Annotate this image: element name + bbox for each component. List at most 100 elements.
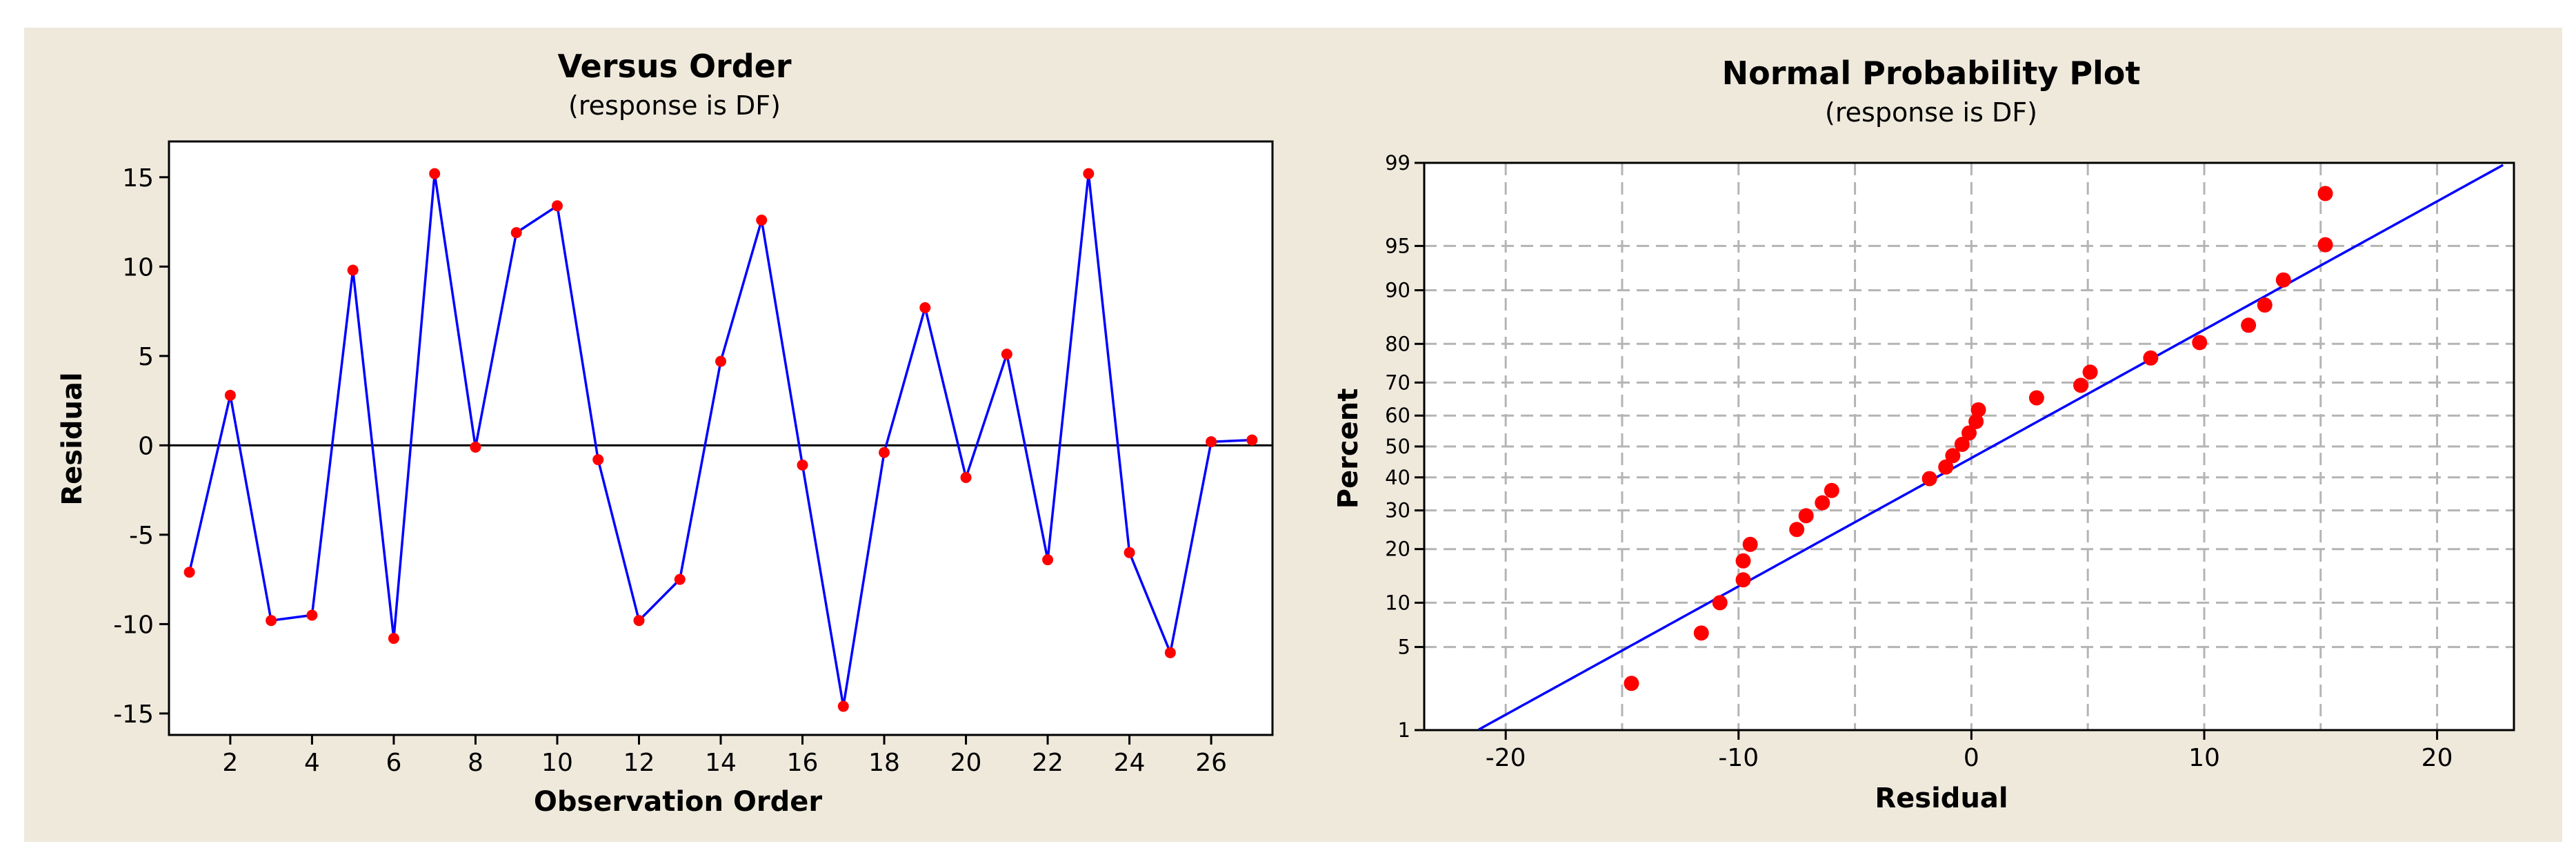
chart2-y-tick-label: 30: [1385, 499, 1410, 522]
chart1-residual-point: [183, 567, 195, 578]
chart1-y-tick-label: 5: [138, 343, 154, 371]
chart1-residual-point: [429, 168, 441, 179]
chart1-y-tick-label: -10: [113, 611, 154, 639]
chart1-residual-point: [1001, 348, 1012, 360]
chart2-data-point: [1968, 413, 1984, 429]
chart2-data-point: [1735, 553, 1751, 569]
chart2-data-point: [2082, 364, 2098, 380]
chart1-residual-point: [633, 615, 645, 627]
chart2-data-point: [1824, 482, 1839, 498]
chart2-y-tick-label: 70: [1385, 371, 1410, 394]
chart2-data-point: [2317, 186, 2333, 202]
chart2-y-tick-label: 10: [1385, 591, 1410, 614]
chart1-x-tick-label: 20: [950, 749, 982, 777]
chart1-xlabel: Observation Order: [534, 786, 823, 818]
chart2-data-point: [2317, 237, 2333, 253]
chart2-data-point: [1970, 402, 1986, 417]
chart1-residual-point: [347, 264, 359, 276]
chart1-residual-point: [470, 441, 481, 453]
chart2-y-tick-label: 95: [1385, 234, 1410, 257]
chart1-x-tick-label: 4: [304, 749, 320, 777]
chart1-y-tick-label: -15: [113, 700, 154, 729]
chart1-residual-point: [266, 615, 277, 627]
chart2-y-tick-label: 5: [1398, 636, 1410, 659]
chart1-residual-point: [674, 573, 686, 585]
chart1-x-tick-label: 8: [468, 749, 483, 777]
chart1-x-tick-label: 24: [1114, 749, 1146, 777]
chart2-y-tick-label: 50: [1385, 435, 1410, 458]
chart1-residual-point: [1042, 554, 1054, 566]
chart2-data-point: [1735, 572, 1751, 588]
chart2-x-tick-label: 10: [2188, 744, 2220, 772]
chart2-data-point: [1624, 676, 1639, 691]
normal-probability-chart: 1 5 10 20 30 40 50 60 70 80 90 95 99 -20 -10 0 10 20: [1385, 151, 2515, 772]
chart1-residual-point: [1246, 434, 1258, 446]
chart1-subtitle: (response is DF): [568, 90, 781, 121]
chart1-residual-point: [551, 200, 563, 212]
chart1-residual-point: [1083, 168, 1095, 179]
chart1-residual-point: [592, 454, 604, 466]
chart1-residual-point: [510, 227, 522, 239]
chart1-x-tick-label: 22: [1032, 749, 1064, 777]
chart2-y-tick-label: 60: [1385, 404, 1410, 427]
chart2-y-tick-label: 80: [1385, 332, 1410, 355]
chart1-x-tick-label: 12: [623, 749, 655, 777]
chart1-residual-point: [756, 214, 768, 226]
chart1-residual-point: [837, 700, 849, 712]
chart2-data-point: [2028, 390, 2044, 406]
chart2-data-point: [1961, 425, 1977, 441]
chart2-subtitle: (response is DF): [1825, 97, 2037, 128]
chart2-data-point: [1693, 625, 1709, 641]
chart2-x-tick-label: 20: [2422, 744, 2453, 772]
chart1-x-tick-label: 14: [705, 749, 737, 777]
chart1-plot-area: [168, 140, 1274, 736]
chart2-data-point: [2241, 317, 2257, 333]
chart1-x-tick-label: 10: [541, 749, 573, 777]
chart2-data-point: [1921, 471, 1937, 487]
chart2-title: Normal Probability Plot: [1722, 55, 2141, 92]
chart2-data-point: [1742, 536, 1758, 552]
chart1-x-tick-label: 2: [222, 749, 238, 777]
chart2-y-tick-label: 1: [1398, 718, 1410, 742]
chart2-data-point: [1815, 495, 1830, 511]
chart2-y-tick-label: 99: [1385, 151, 1410, 175]
chart1-residual-point: [1124, 547, 1135, 558]
chart1-residual-point: [919, 302, 931, 313]
chart2-data-point: [1789, 522, 1805, 538]
chart2-fit-line: [1478, 164, 2504, 731]
chart2-data-point: [2257, 297, 2273, 313]
chart2-data-point: [1945, 448, 1961, 464]
chart1-residual-point: [797, 459, 808, 471]
chart1-ylabel: Residual: [57, 372, 88, 505]
chart1-x-tick-label: 6: [386, 749, 401, 777]
chart2-data-point: [2275, 272, 2291, 288]
chart2-data-point: [1954, 436, 1970, 452]
chart2-x-tick-label: -20: [1486, 744, 1526, 772]
chart2-data-point: [2192, 335, 2208, 351]
chart2-y-tick-label: 40: [1385, 466, 1410, 489]
chart2-y-tick-label: 20: [1385, 538, 1410, 561]
chart2-data-point: [1938, 459, 1954, 475]
chart1-title: Versus Order: [557, 48, 791, 85]
chart1-residual-point: [1206, 436, 1217, 448]
chart1-residual-point: [879, 446, 890, 458]
chart2-x-tick-label: -10: [1718, 744, 1759, 772]
chart2-ylabel: Percent: [1332, 389, 1364, 509]
chart2-data-point: [1712, 595, 1728, 611]
chart2-data-point: [1798, 508, 1814, 524]
chart1-y-tick-label: 0: [138, 432, 154, 460]
chart1-residual-point: [388, 633, 399, 645]
chart2-data-point: [2073, 377, 2089, 393]
chart1-residual-point: [715, 355, 726, 367]
chart1-residual-point: [224, 389, 236, 401]
chart1-residual-point: [1164, 647, 1176, 658]
chart1-x-tick-label: 26: [1195, 749, 1227, 777]
chart1-y-tick-label: 10: [122, 253, 154, 282]
chart1-residual-point: [960, 471, 972, 483]
chart2-x-tick-label: 0: [1964, 744, 1979, 772]
chart1-y-tick-label: 15: [122, 164, 154, 193]
chart1-x-tick-label: 18: [868, 749, 900, 777]
chart1-y-tick-label: -5: [129, 522, 154, 550]
